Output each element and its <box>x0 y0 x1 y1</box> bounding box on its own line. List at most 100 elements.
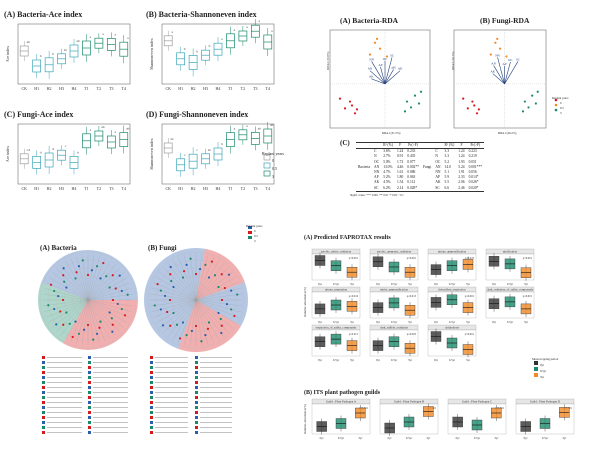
fungi_shan-frame <box>161 123 275 185</box>
fungi-node <box>220 273 223 276</box>
bact_ace-letter: a <box>90 35 92 39</box>
fungi_ace-letter: b <box>77 150 79 154</box>
fungi-node <box>236 293 239 296</box>
lefse-key-swatch <box>88 381 91 384</box>
table-cell: 1.93 <box>458 159 465 164</box>
rda-bact-point <box>353 112 357 115</box>
lefse-key-swatch <box>195 411 198 414</box>
table-cell: 1.61 <box>396 170 404 175</box>
bact-node <box>53 307 56 311</box>
rda-fungi-arrow <box>504 61 511 84</box>
fungi-branch <box>189 253 197 301</box>
bact-branch <box>87 288 132 301</box>
fungi-shan-title: (D) Fungi-Shannoneven index <box>146 110 249 119</box>
rda-fungi-point <box>498 47 502 50</box>
rda-legend-key <box>554 98 558 102</box>
bact_ace-xtick: H4 <box>72 86 77 91</box>
table-cell: AN <box>373 164 380 169</box>
lefse-key-swatch <box>195 416 198 419</box>
fungi_ace-letter: d <box>52 147 54 151</box>
fungi-node <box>172 311 175 315</box>
box-plots: Ace indexabCKbH1bH2bcH3abH4aT1aT2aT3aT4S… <box>5 19 275 191</box>
fap-6-pval: p=0.001 <box>465 295 475 298</box>
rda-bact-arrow-label: AP <box>378 63 382 67</box>
fungi-node <box>230 308 233 311</box>
bact-sector <box>38 282 88 344</box>
box-legend-key <box>263 154 271 161</box>
rda-fungi-arrow-label: SC <box>516 57 520 61</box>
fungi_shan-letter: b <box>221 142 223 146</box>
lefse-key-swatch <box>88 426 91 429</box>
table-cell: 5.2% <box>383 175 391 180</box>
bact_shan-xtick: H1 <box>178 86 183 91</box>
fap-1-xtick: 3yr <box>408 282 412 286</box>
table-cell: 1.24 <box>396 149 404 154</box>
bact-node <box>116 302 119 306</box>
fungi-branch <box>149 293 197 301</box>
fungi-branch <box>155 276 197 301</box>
fungi-node <box>169 265 172 269</box>
bact_shan-xtick: CK <box>165 86 171 91</box>
bact_ace-xtick: T1 <box>84 86 88 91</box>
fungi-node <box>210 260 214 263</box>
fap-8-strip-label: respiration_of_sulfur_compounds <box>316 326 357 330</box>
lefse-bact-title: (A) Bacteria <box>40 244 77 252</box>
rda-legend-0: 0 <box>560 101 562 105</box>
fungi-node <box>159 289 162 292</box>
bact-node <box>82 328 86 331</box>
bact-branch <box>87 299 94 345</box>
fap-4-strip-label: nitrate_respiration <box>325 288 347 292</box>
fungi-branch <box>195 299 225 338</box>
its-0-xtick: 3yr <box>358 436 362 440</box>
its-2-xtick: 0.5yr <box>474 436 480 440</box>
fungi-branch <box>195 299 215 344</box>
table-cell: NN <box>373 170 380 175</box>
bact-branch <box>46 282 89 301</box>
fap-ylabel: Relative abundance(%) <box>303 287 307 317</box>
fap-0-strip-label: aerobic_nitrite_oxidation <box>321 250 352 254</box>
its-3-xtick: 0.5yr <box>542 436 548 440</box>
table-cell: 4.46 <box>396 164 404 169</box>
fap-1-pval: p<0.001 <box>407 257 417 260</box>
bact_ace-letter: b <box>40 54 42 58</box>
table-cell: 5.1 <box>444 170 450 175</box>
bact_ace-letter: ab <box>76 39 80 43</box>
bact_shan-letter: a <box>271 29 273 33</box>
bact-node <box>81 259 84 262</box>
rda-bact-arrow-label: pH <box>392 65 397 69</box>
bact-node <box>55 323 58 326</box>
table-cell: Fungi <box>422 164 432 169</box>
fungi-node <box>230 289 233 292</box>
table-cell: NN <box>435 170 441 175</box>
its-3-xtick: 3yr <box>562 436 566 440</box>
table-cell: C <box>373 149 377 154</box>
table-header: Pr(>F) <box>408 143 418 147</box>
bact-branch <box>87 255 94 301</box>
lefse-key-swatch <box>42 386 45 389</box>
rda-bact-title: (A) Bacteria-RDA <box>340 16 399 25</box>
fungi_shan-letter: a <box>234 127 236 131</box>
rda-fungi-point <box>523 100 526 103</box>
its-title: (B) ITS plant pathogen guilds <box>304 390 381 396</box>
fap-7-xtick: 0.5yr <box>507 320 513 324</box>
table-cell: 2.06 <box>458 180 465 185</box>
fungi_ace-xtick: H1 <box>34 186 39 191</box>
table-cell: 1.91 <box>458 170 465 175</box>
bact_shan-letter: b <box>196 49 198 53</box>
bact-branch <box>65 299 89 340</box>
bact-branch <box>87 299 132 312</box>
fungi-node <box>227 273 231 276</box>
fungi_ace-letter: ab <box>101 125 105 129</box>
lefse-legend-0: 0 <box>254 229 256 233</box>
bact-node <box>99 277 102 280</box>
lefse-key-swatch <box>88 371 91 374</box>
table-cell: 6.6 <box>444 185 450 190</box>
table-cell: OC <box>435 159 441 164</box>
bact-shan-title: (B) Bacteria-Shannoneven index <box>146 10 257 19</box>
rda-fungi-point <box>531 94 534 97</box>
bact_ace-letter: bc <box>64 48 68 52</box>
fap-9-xtick: 3yr <box>408 358 412 362</box>
table-row: Bacteria AN 13.0% 4.46 0.002** Fungi AN 14.0 5.2… <box>356 165 484 170</box>
lefse-key-swatch <box>195 431 198 434</box>
bact-branch <box>87 299 130 318</box>
